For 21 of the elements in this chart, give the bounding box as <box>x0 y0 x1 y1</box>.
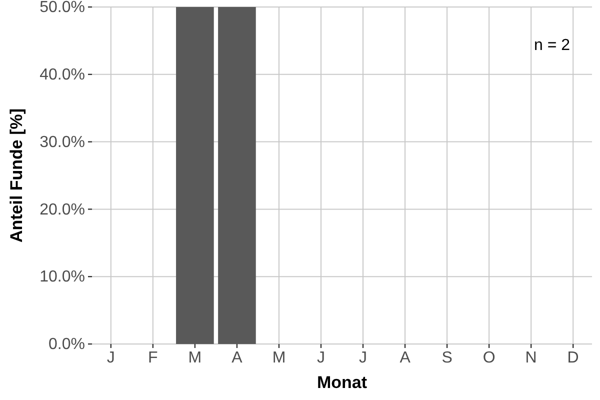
x-tick-label: M <box>272 349 286 366</box>
x-tick-label: N <box>525 349 537 366</box>
annotation: n = 2 <box>534 37 570 54</box>
x-tick-label: A <box>400 349 411 366</box>
y-tick-label: 30.0% <box>40 134 85 151</box>
y-tick-label: 10.0% <box>40 268 85 286</box>
y-tick-label: 50.0% <box>40 0 85 16</box>
x-tick-label: J <box>106 349 115 366</box>
y-tick-label: 0.0% <box>48 336 85 354</box>
x-tick-label: F <box>148 349 158 366</box>
x-axis-title: Monat <box>316 373 368 392</box>
x-tick-label: J <box>316 349 325 366</box>
x-tick-label: D <box>567 349 579 366</box>
x-tick-label: M <box>188 349 202 366</box>
x-tick-label: J <box>359 349 368 366</box>
y-axis-title: Anteil Funde [%] <box>7 108 26 243</box>
y-tick-label: 20.0% <box>40 201 85 218</box>
x-tick-label: O <box>482 349 496 366</box>
y-tick-label: 40.0% <box>40 66 85 84</box>
x-tick-label: S <box>442 349 452 366</box>
x-tick-label: A <box>232 349 243 366</box>
